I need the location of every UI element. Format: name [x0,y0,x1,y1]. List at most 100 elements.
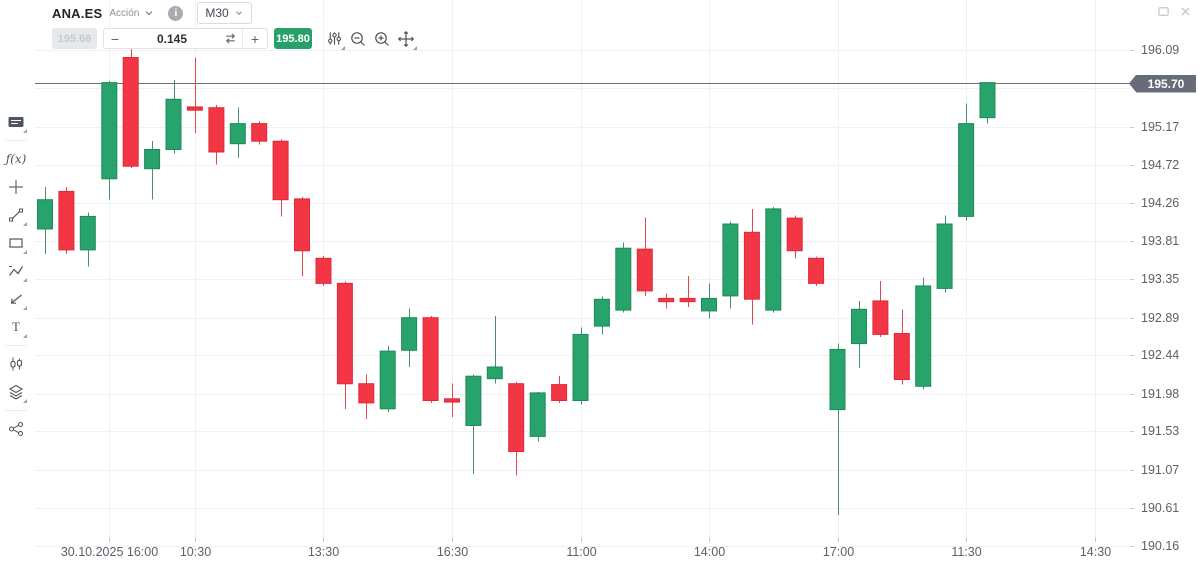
layers-button[interactable] [3,379,29,405]
info-icon: i [174,7,178,19]
time-axis-label: 16:30 [436,545,469,559]
chart-panel-button[interactable] [3,109,29,135]
arrow-annotation-button[interactable] [3,286,29,312]
candle [186,57,203,133]
candle [358,374,375,419]
popup-window-icon [1157,6,1169,16]
candle [829,343,846,516]
symbol-header: ANA.ES Acción i M30 [52,2,252,24]
candle [58,187,75,255]
candle [422,315,439,403]
candle [122,49,139,168]
zoom-in-button[interactable] [370,27,394,51]
price-axis-label: 196.09 [1141,42,1180,57]
candle [37,187,53,255]
time-axis-label: 14:30 [1079,545,1112,559]
candle [379,346,396,413]
spread-stepper: − 0.145 + [103,28,268,49]
price-axis-label: 193.35 [1141,271,1180,286]
candle [701,283,717,319]
layers-icon [8,384,24,400]
candle [936,215,953,293]
trendline-button[interactable] [3,202,29,228]
drawing-toolbar: ƒ(x) [0,108,32,443]
price-axis-label: 191.98 [1141,386,1180,401]
candle [101,80,118,200]
candle [743,208,760,325]
candle [572,327,589,405]
elliott-wave-button[interactable] [3,258,29,284]
crosshair-button[interactable] [3,174,29,200]
candle [294,197,310,276]
candle [893,309,910,385]
share-button[interactable] [3,416,29,442]
axis-ticks [109,50,1134,547]
swap-button[interactable] [218,29,242,48]
chevron-down-icon [235,11,242,16]
candle-compare-button[interactable] [3,351,29,377]
candle [144,141,161,200]
share-icon [8,421,24,437]
candle [79,212,96,267]
close-icon [1180,6,1190,16]
move-pan-icon [397,30,415,47]
time-axis-label: 11:00 [566,545,597,559]
price-axis-label: 190.61 [1141,500,1180,515]
spread-value-field[interactable]: 0.145 [156,31,188,46]
candle [208,105,225,165]
price-axis-label: 195.17 [1141,119,1180,134]
symbol-name[interactable]: ANA.ES [52,5,103,21]
candle [658,293,675,309]
candle [508,382,525,476]
price-axis-label: 194.72 [1141,157,1180,172]
candle [272,139,289,217]
info-button[interactable]: i [168,5,184,21]
candle [979,82,996,124]
candle [679,275,696,307]
candle [872,280,889,337]
time-axis-label: 17:00 [822,545,855,559]
swap-arrows-icon [225,33,235,44]
zigzag-wave-icon [9,266,24,276]
candle [486,315,503,384]
increase-button[interactable]: + [242,29,267,48]
price-axis-label: 194.26 [1141,195,1180,210]
last-price-tag: 195.70 [1129,74,1196,93]
arrow-icon [10,294,22,304]
time-axis-label: 13:30 [307,545,340,559]
window-controls [1155,3,1193,19]
buy-price-button[interactable]: 195.80 [274,28,312,49]
candle [958,103,975,221]
zoom-out-button[interactable] [346,27,370,51]
indicator-settings-button[interactable] [322,27,346,51]
candle [551,376,568,403]
decrease-button[interactable]: − [110,30,120,47]
trendline-icon [9,208,23,222]
price-axis-label: 192.89 [1141,310,1180,325]
rectangle-shape-button[interactable] [3,230,29,256]
indicators-fx-button[interactable]: ƒ(x) [3,146,29,172]
toolbar-separator [5,345,27,346]
chevron-down-icon [145,11,153,16]
symbol-menu-button[interactable] [143,7,155,19]
timeframe-dropdown[interactable]: M30 [197,2,252,24]
time-axis-label: 11:30 [951,545,982,559]
price-axis-label: 192.44 [1141,347,1180,362]
candle [529,392,546,442]
instrument-type-label: Acción [109,7,140,19]
candle [315,255,332,286]
sell-price-button[interactable]: 195.66 [52,28,97,49]
time-axis[interactable]: 30.10.2025 16:00 10:30 13:30 16:30 11:00 14:0… [0,540,1130,570]
pan-button[interactable] [394,27,418,51]
candle [915,277,932,390]
close-button[interactable] [1177,3,1193,19]
price-axis-label: 193.81 [1141,233,1180,248]
popup-window-button[interactable] [1155,3,1171,19]
candle [851,300,867,368]
price-axis[interactable]: 196.09 195.17 194.72 194.26 193.81 193.35 192.… [1130,0,1199,570]
candle [808,256,825,286]
candle [765,207,782,313]
text-tool-button[interactable]: T [3,314,29,340]
